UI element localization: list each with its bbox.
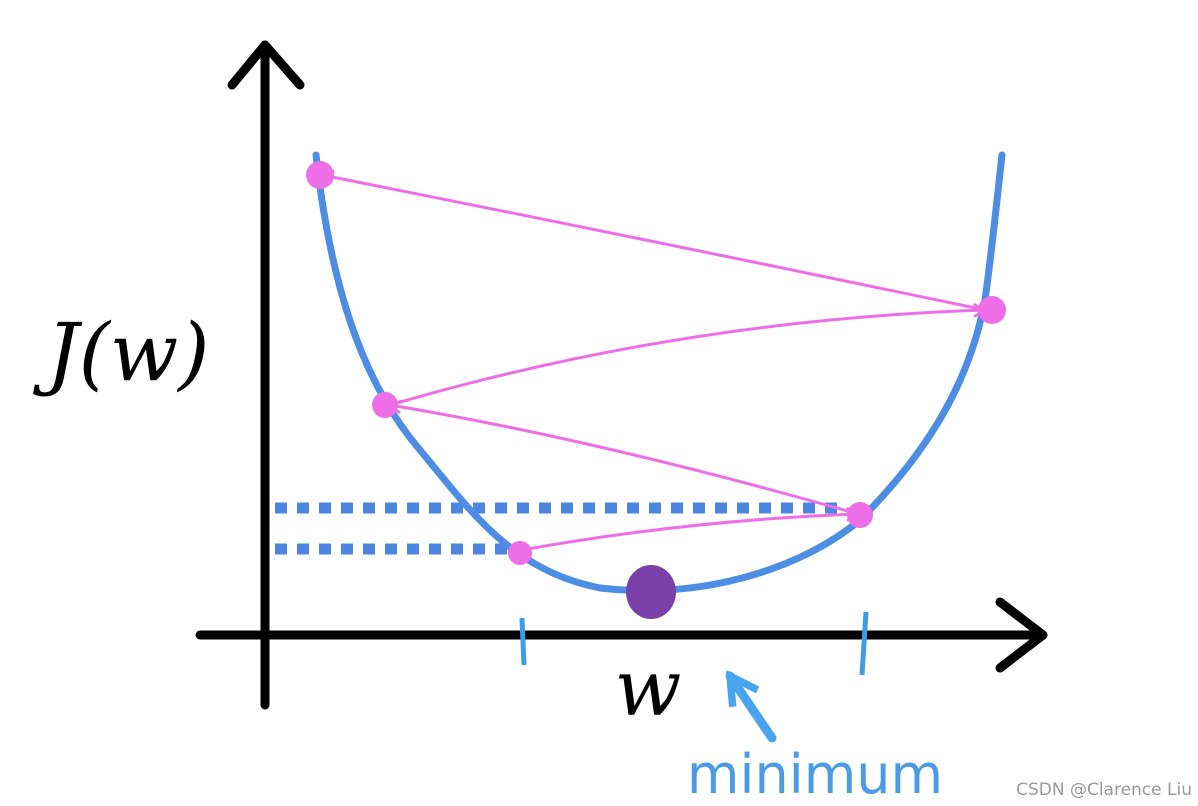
minimum-label: minimum <box>687 743 943 806</box>
y-axis-label: J(w) <box>33 306 210 399</box>
dotted-levels <box>275 502 840 555</box>
step-points <box>306 161 1006 565</box>
minimum-point <box>626 565 676 619</box>
x-axis-label: w <box>615 644 682 734</box>
watermark: CSDN @Clarence Liu <box>1016 780 1192 800</box>
axes <box>195 40 1048 710</box>
descent-steps <box>322 175 985 552</box>
cost-curve <box>312 151 1006 595</box>
x-ticks <box>519 611 869 676</box>
minimum-arrow <box>725 676 777 743</box>
